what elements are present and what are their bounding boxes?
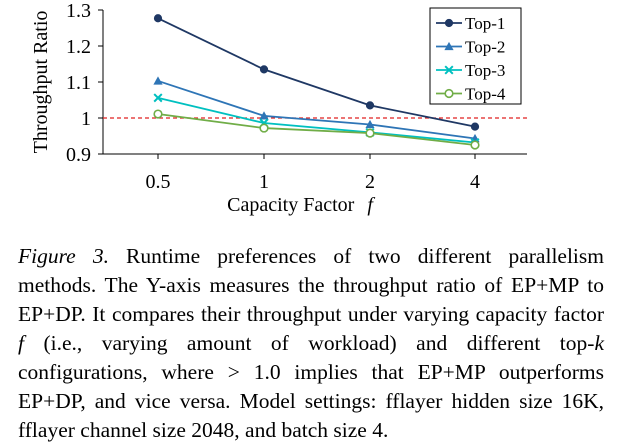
caption-symbol-f: f [18, 331, 24, 355]
x-tick-label: 4 [470, 171, 480, 193]
x-tick-label: 0.5 [146, 171, 171, 193]
data-point [153, 93, 163, 103]
caption-text-2: (i.e., varying amount of workload) and d… [23, 331, 595, 355]
data-point [470, 122, 480, 131]
x-tick-label: 1 [259, 171, 269, 193]
legend-label: Top-2 [465, 38, 505, 57]
x-axis: 0.5 1 2 4 [146, 154, 480, 193]
series-line [157, 113, 476, 146]
x-axis-label: Capacity Factor f [227, 194, 375, 216]
y-axis-label: Throughput Ratio [30, 11, 52, 154]
legend: Top-1 Top-2 Top-3 Top-4 [429, 7, 522, 105]
throughput-chart: 0.911.11.21.3 0.5 1 2 4 Top-1Top-2Top-3Top-… [30, 0, 527, 216]
legend-entry: Top-4 [436, 85, 506, 104]
y-tick-label: 1.1 [66, 72, 91, 94]
series-line [157, 80, 476, 140]
series-line [157, 17, 476, 128]
series-top-4 [153, 109, 480, 150]
caption-label: Figure 3. [18, 244, 109, 268]
legend-entry: Top-2 [436, 38, 505, 57]
legend-label: Top-1 [465, 14, 505, 33]
legend-label: Top-4 [465, 85, 506, 104]
x-tick-label: 2 [365, 171, 375, 193]
legend-label: Top-3 [465, 61, 505, 80]
x-axis-label-symbol: f [367, 194, 375, 216]
series-top-1 [153, 14, 480, 131]
x-axis-label-text: Capacity Factor [227, 194, 355, 216]
legend-entry: Top-1 [436, 14, 505, 33]
data-point [259, 65, 269, 74]
data-point [365, 128, 375, 138]
data-point [365, 119, 375, 129]
data-point [259, 123, 269, 133]
data-point [153, 109, 163, 119]
legend-marker [444, 18, 454, 28]
y-tick-label: 1 [81, 108, 91, 130]
y-tick-label: 1.3 [66, 0, 91, 22]
data-point [259, 111, 269, 120]
caption-symbol-k: k [594, 331, 604, 355]
data-point [470, 140, 480, 150]
legend-entry: Top-3 [436, 61, 505, 80]
data-point [153, 76, 163, 85]
series-group [153, 14, 480, 150]
y-axis: 0.9 1 1.1 1.2 1.3 [66, 0, 103, 166]
y-tick-label: 1.2 [66, 36, 91, 58]
legend-marker [444, 88, 454, 99]
series-line [157, 96, 476, 144]
data-point [153, 14, 163, 23]
caption-text-1: Runtime preferences of two different par… [18, 244, 604, 326]
legend-marker [444, 41, 454, 51]
y-tick-label: 0.9 [66, 144, 91, 166]
figure-caption: Figure 3. Runtime preferences of two dif… [18, 242, 604, 445]
legend-marker [444, 65, 454, 75]
caption-text-3: configurations, where > 1.0 implies that… [18, 360, 604, 442]
data-point [365, 101, 375, 110]
